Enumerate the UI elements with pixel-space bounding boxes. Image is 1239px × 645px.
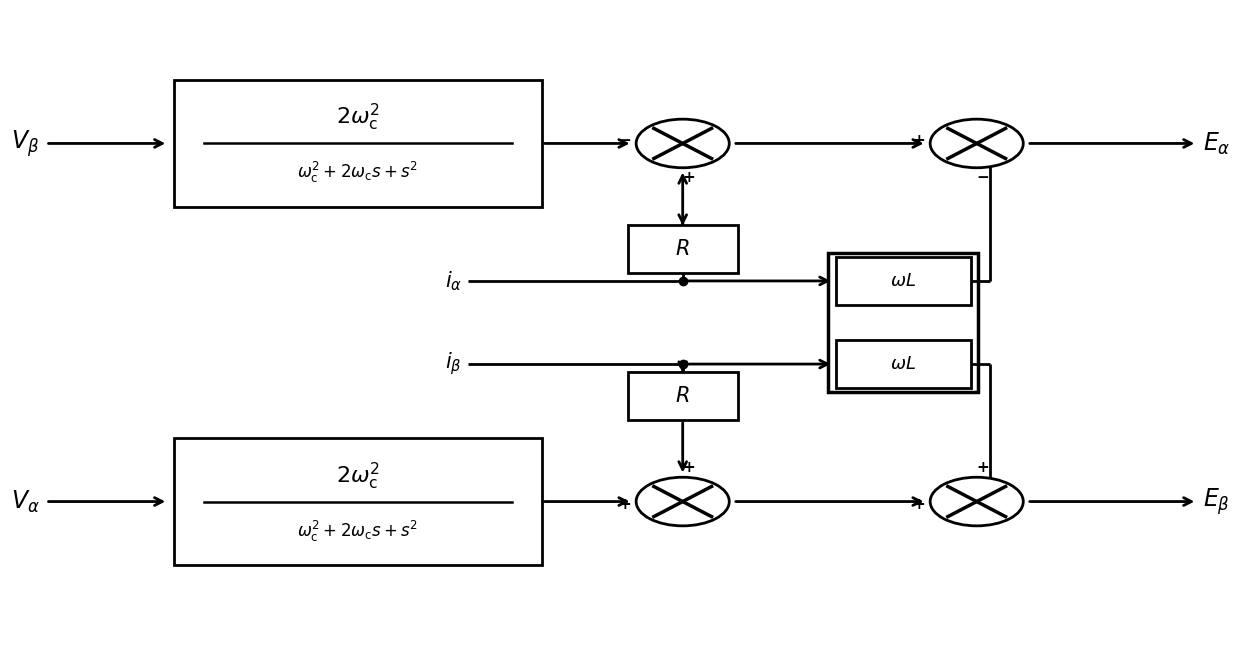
Bar	[628, 225, 738, 273]
Bar	[829, 253, 978, 392]
Bar	[628, 372, 738, 420]
Circle shape	[636, 477, 730, 526]
Text: +: +	[618, 497, 631, 512]
Text: +: +	[683, 461, 695, 475]
Text: $R$: $R$	[675, 386, 690, 406]
Text: $\omega L$: $\omega L$	[890, 355, 916, 373]
Circle shape	[930, 119, 1023, 168]
Text: $\omega_{\rm c}^2+2\omega_{\rm c} s+s^2$: $\omega_{\rm c}^2+2\omega_{\rm c} s+s^2$	[297, 161, 419, 185]
Text: −: −	[618, 133, 631, 148]
Bar	[175, 437, 541, 566]
Text: $\boldsymbol{V_\alpha}$: $\boldsymbol{V_\alpha}$	[11, 488, 40, 515]
Text: +: +	[976, 461, 989, 475]
Text: $\boldsymbol{i_\beta}$: $\boldsymbol{i_\beta}$	[446, 351, 462, 377]
Bar	[175, 79, 541, 208]
Bar	[836, 340, 970, 388]
Text: $2\omega_{\rm c}^2$: $2\omega_{\rm c}^2$	[336, 461, 380, 491]
Bar	[836, 257, 970, 305]
Text: $\boldsymbol{V_\beta}$: $\boldsymbol{V_\beta}$	[11, 128, 40, 159]
Text: −: −	[976, 170, 989, 184]
Circle shape	[636, 119, 730, 168]
Text: $\boldsymbol{i_\alpha}$: $\boldsymbol{i_\alpha}$	[445, 269, 462, 293]
Text: $\omega_{\rm c}^2+2\omega_{\rm c} s+s^2$: $\omega_{\rm c}^2+2\omega_{\rm c} s+s^2$	[297, 519, 419, 544]
Text: $R$: $R$	[675, 239, 690, 259]
Text: $\omega L$: $\omega L$	[890, 272, 916, 290]
Text: +: +	[912, 497, 926, 512]
Circle shape	[930, 477, 1023, 526]
Text: $\boldsymbol{E_\beta}$: $\boldsymbol{E_\beta}$	[1203, 486, 1230, 517]
Text: +: +	[683, 170, 695, 184]
Text: $\boldsymbol{E_\alpha}$: $\boldsymbol{E_\alpha}$	[1203, 130, 1230, 157]
Text: +: +	[912, 133, 926, 148]
Text: $2\omega_{\rm c}^2$: $2\omega_{\rm c}^2$	[336, 103, 380, 134]
